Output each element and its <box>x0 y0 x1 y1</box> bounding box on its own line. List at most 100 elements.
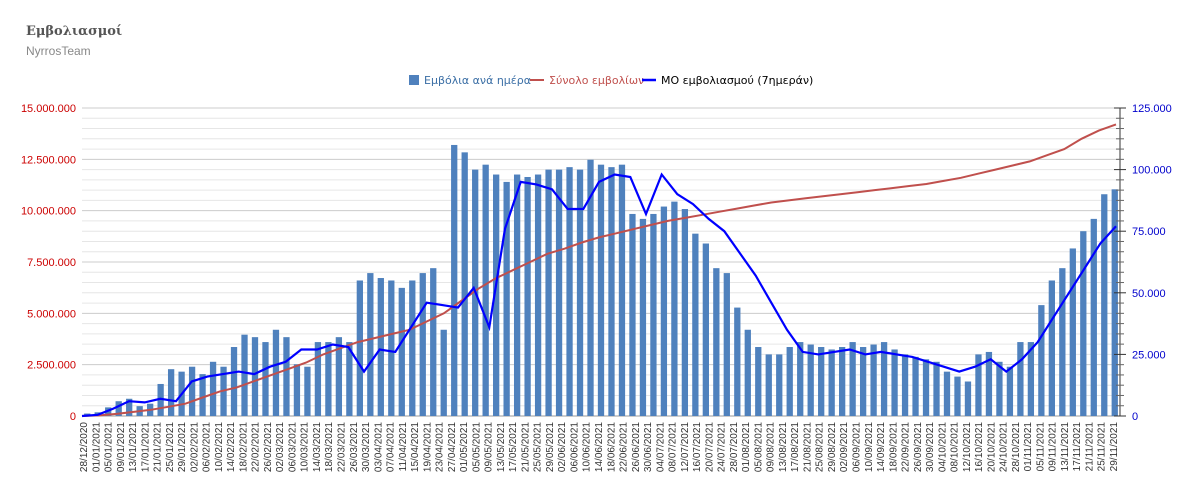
bar <box>346 342 353 416</box>
x-tick-label: 11/04/2021 <box>398 422 409 472</box>
x-tick-label: 25/08/2021 <box>815 422 826 472</box>
bar <box>744 329 751 416</box>
bar <box>356 280 363 416</box>
bar <box>880 342 888 416</box>
x-tick-label: 05/08/2021 <box>753 422 764 472</box>
bar <box>1080 231 1087 416</box>
bar <box>251 337 259 416</box>
left-axis: 0 2.500.000 5.000.000 7.500.000 10.000.000 12… <box>21 103 76 423</box>
x-tick-label: 14/06/2021 <box>594 422 605 472</box>
x-tick-label: 13/08/2021 <box>778 422 789 472</box>
x-tick-label: 27/04/2021 <box>447 422 458 472</box>
right-tick-label: 75.000 <box>1132 226 1166 238</box>
bar <box>283 337 290 416</box>
bar <box>650 213 657 416</box>
x-tick-label: 08/07/2021 <box>668 422 679 472</box>
x-tick-label: 30/06/2021 <box>643 422 654 472</box>
x-tick-label: 01/05/2021 <box>459 422 470 472</box>
x-tick-label: 01/11/2021 <box>1023 422 1034 472</box>
x-tick-label: 10/03/2021 <box>300 422 311 472</box>
bar <box>828 349 835 416</box>
x-tick-label: 13/11/2021 <box>1060 422 1071 472</box>
bar <box>167 369 175 416</box>
x-tick-label: 26/03/2021 <box>349 422 360 472</box>
bar <box>734 307 741 416</box>
avg-line <box>81 172 1117 418</box>
bar <box>1069 248 1076 416</box>
bar <box>461 152 468 416</box>
bar <box>639 218 647 416</box>
x-tick-label: 17/01/2021 <box>140 422 151 472</box>
x-tick-label: 09/05/2021 <box>484 422 495 472</box>
bar <box>1111 189 1118 416</box>
x-tick-label: 10/02/2021 <box>214 422 225 472</box>
x-tick-label: 01/01/2021 <box>91 422 102 472</box>
line-series <box>81 123 1117 418</box>
x-tick-label: 16/10/2021 <box>974 422 985 472</box>
bar <box>587 159 594 417</box>
bar <box>513 174 521 416</box>
bar <box>430 268 437 416</box>
x-tick-label: 22/03/2021 <box>337 422 348 472</box>
bar <box>304 366 311 416</box>
bar <box>713 268 720 416</box>
x-tick-label: 22/06/2021 <box>619 422 630 472</box>
bar <box>1006 366 1014 416</box>
bar <box>157 383 164 416</box>
bar <box>1101 194 1108 416</box>
x-tick-label: 26/06/2021 <box>631 422 642 472</box>
x-tick-label: 28/12/2020 <box>79 422 90 472</box>
x-tick-label: 02/06/2021 <box>557 422 568 472</box>
bar <box>859 347 867 416</box>
legend-label-avg: ΜΟ εμβολιασμού (7ημεράν) <box>661 74 813 87</box>
x-tick-label: 15/04/2021 <box>410 422 421 472</box>
bar <box>398 287 405 416</box>
bar <box>954 376 961 416</box>
bar <box>839 347 846 416</box>
bar <box>388 280 395 416</box>
legend-label-bars: Εμβόλια ανά ημέρα <box>424 74 531 87</box>
bar <box>482 164 489 416</box>
bar <box>1090 218 1097 416</box>
bar <box>692 233 699 416</box>
bar-series <box>84 144 1118 417</box>
x-tick-label: 07/04/2021 <box>386 422 397 472</box>
left-tick-label: 0 <box>70 411 76 423</box>
x-tick-label: 22/09/2021 <box>901 422 912 472</box>
x-tick-label: 14/02/2021 <box>226 422 237 472</box>
bar <box>702 243 709 416</box>
bar <box>199 374 206 416</box>
bar <box>786 347 793 416</box>
x-tick-label: 10/09/2021 <box>864 422 875 472</box>
legend: Εμβόλια ανά ημέρα Σύνολο εμβολίων ΜΟ εμβ… <box>409 74 813 87</box>
x-tick-label: 18/03/2021 <box>324 422 335 472</box>
bar <box>1048 280 1055 416</box>
left-tick-label: 12.500.000 <box>21 154 76 166</box>
bar <box>325 342 332 416</box>
bar <box>576 169 584 416</box>
x-tick-label: 17/08/2021 <box>790 422 801 472</box>
bar <box>597 164 605 416</box>
x-tick-label: 30/09/2021 <box>925 422 936 472</box>
x-tick-label: 08/10/2021 <box>950 422 961 472</box>
right-tick-label: 25.000 <box>1132 349 1166 361</box>
x-tick-label: 19/04/2021 <box>422 422 433 472</box>
x-tick-label: 25/05/2021 <box>533 422 544 472</box>
x-tick-label: 20/10/2021 <box>986 422 997 472</box>
bar <box>503 181 510 416</box>
x-tick-label: 28/07/2021 <box>729 422 740 472</box>
bar <box>377 278 384 416</box>
x-tick-label: 09/08/2021 <box>766 422 777 472</box>
bar <box>849 342 856 416</box>
bar <box>608 167 615 416</box>
x-tick-label: 01/08/2021 <box>741 422 752 472</box>
x-tick-label: 26/09/2021 <box>913 422 924 472</box>
bar <box>933 361 940 416</box>
x-tick-label: 05/05/2021 <box>471 422 482 472</box>
x-tick-label: 02/09/2021 <box>839 422 850 472</box>
x-tick-label: 06/03/2021 <box>288 422 299 472</box>
x-tick-label: 18/06/2021 <box>606 422 617 472</box>
bar <box>755 347 762 416</box>
x-tick-label: 13/01/2021 <box>128 422 139 472</box>
